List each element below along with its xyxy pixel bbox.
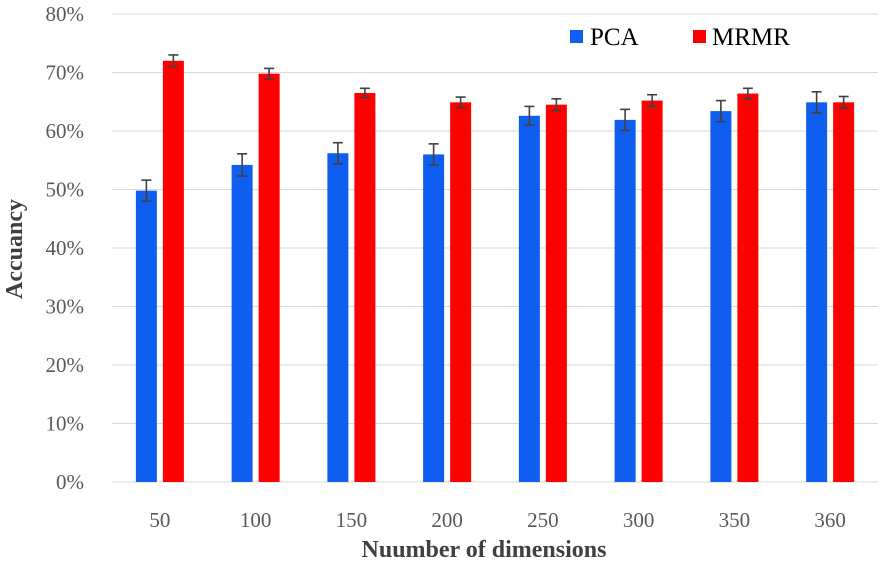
bar-pca-250 bbox=[518, 115, 540, 482]
error-bar-mrmr-150 bbox=[359, 87, 370, 99]
y-tick-label: 80% bbox=[46, 2, 85, 26]
y-tick-label: 30% bbox=[46, 295, 85, 319]
x-tick-label: 250 bbox=[527, 508, 559, 532]
x-tick-label: 350 bbox=[719, 508, 751, 532]
x-axis-title: Nuumber of dimensions bbox=[362, 537, 607, 562]
x-tick-label: 100 bbox=[240, 508, 272, 532]
error-bar-pca-50 bbox=[141, 179, 152, 202]
error-bar-mrmr-360 bbox=[838, 95, 849, 109]
error-bar-pca-250 bbox=[524, 105, 535, 126]
error-bar-pca-350 bbox=[715, 99, 726, 123]
y-axis-title: Accuancy bbox=[2, 199, 28, 299]
bar-pca-350 bbox=[710, 111, 732, 483]
y-tick-label: 40% bbox=[46, 236, 85, 260]
error-bar-mrmr-250 bbox=[551, 98, 562, 112]
error-bar-mrmr-300 bbox=[647, 93, 658, 108]
y-tick-label: 0% bbox=[56, 470, 84, 494]
error-bar-pca-100 bbox=[237, 153, 248, 177]
bar-mrmr-50 bbox=[162, 60, 184, 483]
legend-swatch-mrmr bbox=[693, 30, 706, 43]
bar-pca-50 bbox=[135, 190, 157, 483]
bar-mrmr-300 bbox=[641, 100, 663, 482]
error-bar-mrmr-350 bbox=[742, 87, 753, 100]
bar-mrmr-150 bbox=[354, 92, 376, 482]
bar-pca-300 bbox=[614, 119, 636, 482]
y-tick-label: 20% bbox=[46, 353, 85, 377]
bar-pca-200 bbox=[423, 154, 445, 482]
error-bars bbox=[141, 54, 849, 202]
error-bar-mrmr-50 bbox=[168, 54, 179, 68]
legend-swatch-pca bbox=[570, 30, 583, 43]
bar-pca-360 bbox=[806, 102, 828, 483]
bar-mrmr-200 bbox=[450, 102, 472, 483]
legend: PCA MRMR bbox=[570, 24, 790, 51]
bars bbox=[135, 60, 855, 483]
y-tick-label: 70% bbox=[46, 61, 85, 85]
x-tick-label: 150 bbox=[336, 508, 368, 532]
x-tick-label: 360 bbox=[814, 508, 846, 532]
legend-label-mrmr: MRMR bbox=[712, 24, 790, 51]
bar-pca-100 bbox=[231, 164, 253, 482]
bar-pca-150 bbox=[327, 153, 349, 483]
error-bar-pca-150 bbox=[332, 141, 343, 165]
gridlines bbox=[112, 13, 878, 483]
error-bar-pca-200 bbox=[428, 143, 439, 166]
x-tick-label: 300 bbox=[623, 508, 655, 532]
x-axis-ticks: 50 100 150 200 250 300 350 360 bbox=[149, 508, 846, 532]
bar-mrmr-100 bbox=[258, 73, 280, 483]
y-tick-label: 10% bbox=[46, 412, 85, 436]
bar-mrmr-250 bbox=[545, 104, 567, 483]
error-bar-pca-300 bbox=[620, 108, 631, 132]
error-bar-pca-360 bbox=[811, 91, 822, 114]
y-axis-ticks: 0% 10% 20% 30% 40% 50% 60% 70% 80% bbox=[46, 2, 85, 494]
bar-mrmr-360 bbox=[833, 102, 855, 483]
y-tick-label: 60% bbox=[46, 119, 85, 143]
bar-mrmr-350 bbox=[737, 93, 759, 482]
x-tick-label: 50 bbox=[149, 508, 170, 532]
x-tick-label: 200 bbox=[431, 508, 463, 532]
legend-label-pca: PCA bbox=[590, 24, 639, 51]
error-bar-mrmr-100 bbox=[264, 67, 275, 80]
error-bar-mrmr-200 bbox=[455, 96, 466, 109]
y-tick-label: 50% bbox=[46, 178, 85, 202]
